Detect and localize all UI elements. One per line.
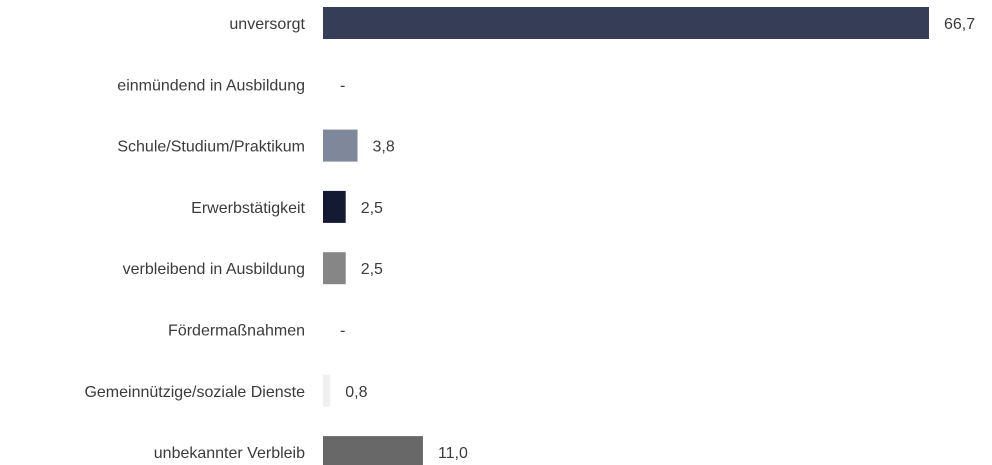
value-label: 2,5	[361, 261, 383, 278]
category-label: unbekannter Verbleib	[154, 445, 305, 462]
value-label: -	[340, 323, 345, 340]
value-label: 66,7	[944, 16, 975, 33]
category-label: Erwerbstätigkeit	[191, 200, 305, 217]
bar	[323, 252, 346, 285]
category-label: Gemeinnützige/soziale Dienste	[84, 384, 305, 401]
value-label: -	[340, 77, 345, 94]
bar	[323, 374, 331, 407]
category-label: einmündend in Ausbildung	[117, 77, 305, 94]
category-label: verbleibend in Ausbildung	[123, 261, 305, 278]
bar	[323, 190, 346, 223]
bar	[323, 436, 423, 465]
category-label: Fördermaßnahmen	[168, 323, 305, 340]
category-label: Schule/Studium/Praktikum	[117, 139, 305, 156]
bar	[323, 7, 929, 39]
bar	[323, 129, 358, 162]
category-label: unversorgt	[229, 16, 305, 33]
value-label: 3,8	[373, 139, 395, 156]
value-label: 2,5	[361, 200, 383, 217]
value-label: 11,0	[438, 445, 468, 462]
value-label: 0,8	[345, 384, 367, 401]
